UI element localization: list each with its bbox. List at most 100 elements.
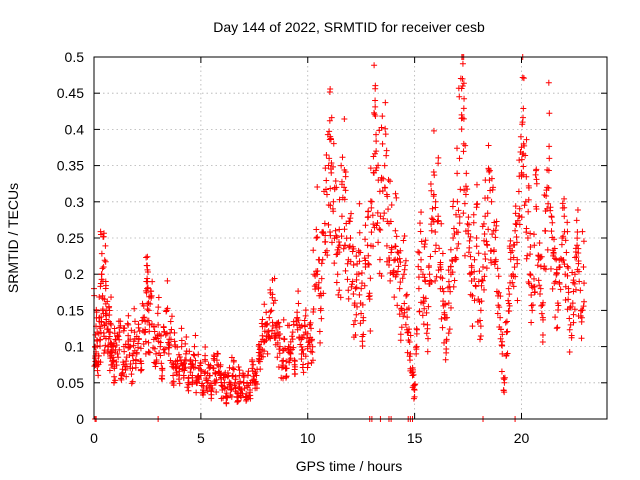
data-point — [549, 285, 556, 292]
data-point — [471, 268, 478, 275]
data-point — [519, 114, 526, 121]
data-point — [435, 217, 442, 224]
data-point — [155, 321, 162, 328]
data-point — [194, 374, 201, 381]
data-point — [111, 340, 118, 347]
data-point — [477, 323, 484, 330]
data-point — [462, 191, 469, 198]
data-point — [157, 339, 164, 346]
data-point — [502, 319, 509, 326]
data-point — [415, 285, 422, 292]
data-point — [151, 323, 158, 330]
data-point — [411, 387, 418, 394]
data-point — [308, 359, 315, 366]
data-point — [545, 79, 552, 86]
data-point — [487, 257, 494, 264]
data-point — [314, 271, 321, 278]
data-point — [323, 191, 330, 198]
data-point — [537, 255, 544, 262]
data-point — [402, 257, 409, 264]
data-point — [276, 343, 283, 350]
data-point — [331, 260, 338, 267]
data-point — [401, 309, 408, 316]
data-point — [573, 217, 580, 224]
data-point — [549, 219, 556, 226]
data-point — [512, 273, 519, 280]
data-point — [141, 314, 148, 321]
data-point — [503, 353, 510, 360]
data-point — [439, 250, 446, 257]
data-point — [410, 371, 417, 378]
data-point — [527, 244, 534, 251]
data-point — [144, 306, 151, 313]
data-point — [311, 283, 318, 290]
data-point — [432, 229, 439, 236]
data-point — [111, 373, 118, 380]
data-point — [442, 356, 449, 363]
data-point — [182, 350, 189, 357]
data-point — [269, 319, 276, 326]
data-point — [564, 263, 571, 270]
data-point — [460, 148, 467, 155]
data-point — [430, 169, 437, 176]
data-point — [300, 361, 307, 368]
data-point — [397, 337, 404, 344]
data-point — [305, 339, 312, 346]
data-point — [556, 279, 563, 286]
data-point — [98, 271, 105, 278]
data-point — [332, 177, 339, 184]
data-point — [189, 381, 196, 388]
data-point — [244, 372, 251, 379]
data-point — [129, 365, 136, 372]
data-point — [286, 359, 293, 366]
data-point — [348, 281, 355, 288]
data-point — [336, 249, 343, 256]
data-point — [321, 220, 328, 227]
data-point — [365, 252, 372, 259]
data-point — [575, 257, 582, 264]
data-point — [495, 289, 502, 296]
data-point — [460, 210, 467, 217]
data-point — [261, 301, 268, 308]
data-point — [505, 307, 512, 314]
data-point — [388, 244, 395, 251]
data-point — [289, 329, 296, 336]
data-point — [383, 152, 390, 159]
data-point — [432, 204, 439, 211]
data-point — [492, 234, 499, 241]
data-point — [452, 254, 459, 261]
data-point — [98, 318, 105, 325]
data-point — [116, 336, 123, 343]
data-point — [561, 213, 568, 220]
data-point — [446, 326, 453, 333]
data-point — [295, 317, 302, 324]
data-point — [302, 353, 309, 360]
data-point — [523, 173, 530, 180]
data-point — [486, 168, 493, 175]
data-point — [407, 357, 414, 364]
data-point — [178, 337, 185, 344]
data-point — [535, 277, 542, 284]
data-point — [416, 249, 423, 256]
data-point — [100, 233, 107, 240]
data-point — [240, 379, 247, 386]
chart-title: Day 144 of 2022, SRMTID for receiver ces… — [213, 19, 485, 35]
data-point — [507, 237, 514, 244]
data-point — [506, 291, 513, 298]
data-point — [514, 217, 521, 224]
data-point — [398, 305, 405, 312]
y-tick-label: 0.25 — [57, 230, 84, 246]
data-point — [570, 311, 577, 318]
data-point — [115, 318, 122, 325]
data-point — [492, 258, 499, 265]
data-point — [565, 296, 572, 303]
data-point — [400, 237, 407, 244]
data-point — [429, 205, 436, 212]
data-point — [235, 397, 242, 404]
data-point — [290, 321, 297, 328]
data-point — [395, 263, 402, 270]
data-point — [315, 284, 322, 291]
data-point — [217, 363, 224, 370]
data-point — [171, 329, 178, 336]
data-point — [439, 275, 446, 282]
